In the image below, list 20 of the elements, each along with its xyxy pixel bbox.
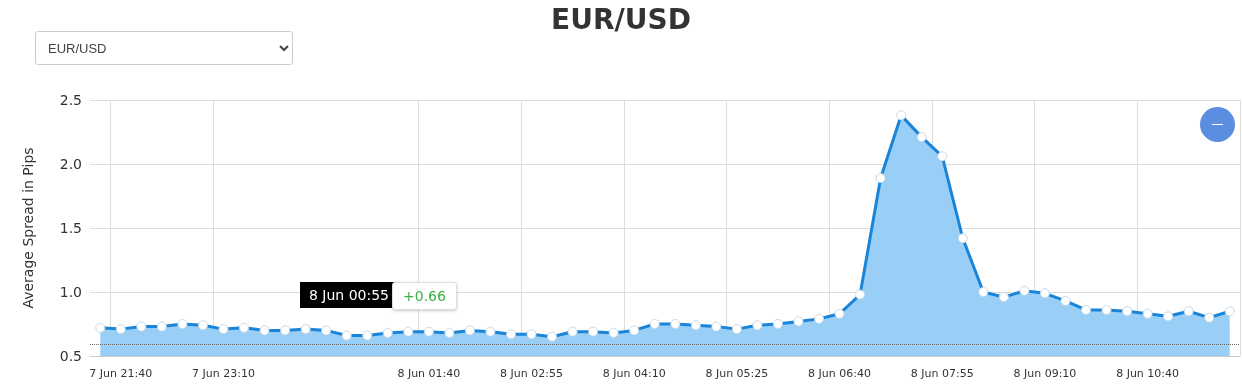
x-tick-label: 8 Jun 04:10 <box>602 367 666 380</box>
x-tick-label: 8 Jun 02:55 <box>500 367 563 380</box>
annotation: 8 Jun 00:55 <box>300 282 399 308</box>
annotation: +0.66 <box>392 282 457 310</box>
x-tick-label: 8 Jun 05:25 <box>705 367 769 380</box>
y-axis-title: Average Spread in Pips <box>20 147 36 309</box>
x-tick-label: 7 Jun 23:10 <box>192 367 255 380</box>
x-tick-label: 7 Jun 21:40 <box>89 367 153 380</box>
chart-title: EUR/USD <box>551 2 691 36</box>
y-tick-label: 2.0 <box>59 156 82 172</box>
y-tick-label: 0.5 <box>59 348 82 364</box>
x-tick-label: 8 Jun 06:40 <box>808 367 871 380</box>
y-tick-label: 2.5 <box>59 92 82 108</box>
x-tick-label: 8 Jun 10:40 <box>1116 367 1180 380</box>
x-tick-label: 8 Jun 09:10 <box>1013 367 1077 380</box>
x-tick-label: 8 Jun 01:40 <box>397 367 461 380</box>
y-tick-label: 1.5 <box>59 220 82 236</box>
text: EUR/USD <box>35 31 293 65</box>
x-tick-label: 8 Jun 07:55 <box>910 367 974 380</box>
y-tick-label: 1.0 <box>59 284 82 300</box>
